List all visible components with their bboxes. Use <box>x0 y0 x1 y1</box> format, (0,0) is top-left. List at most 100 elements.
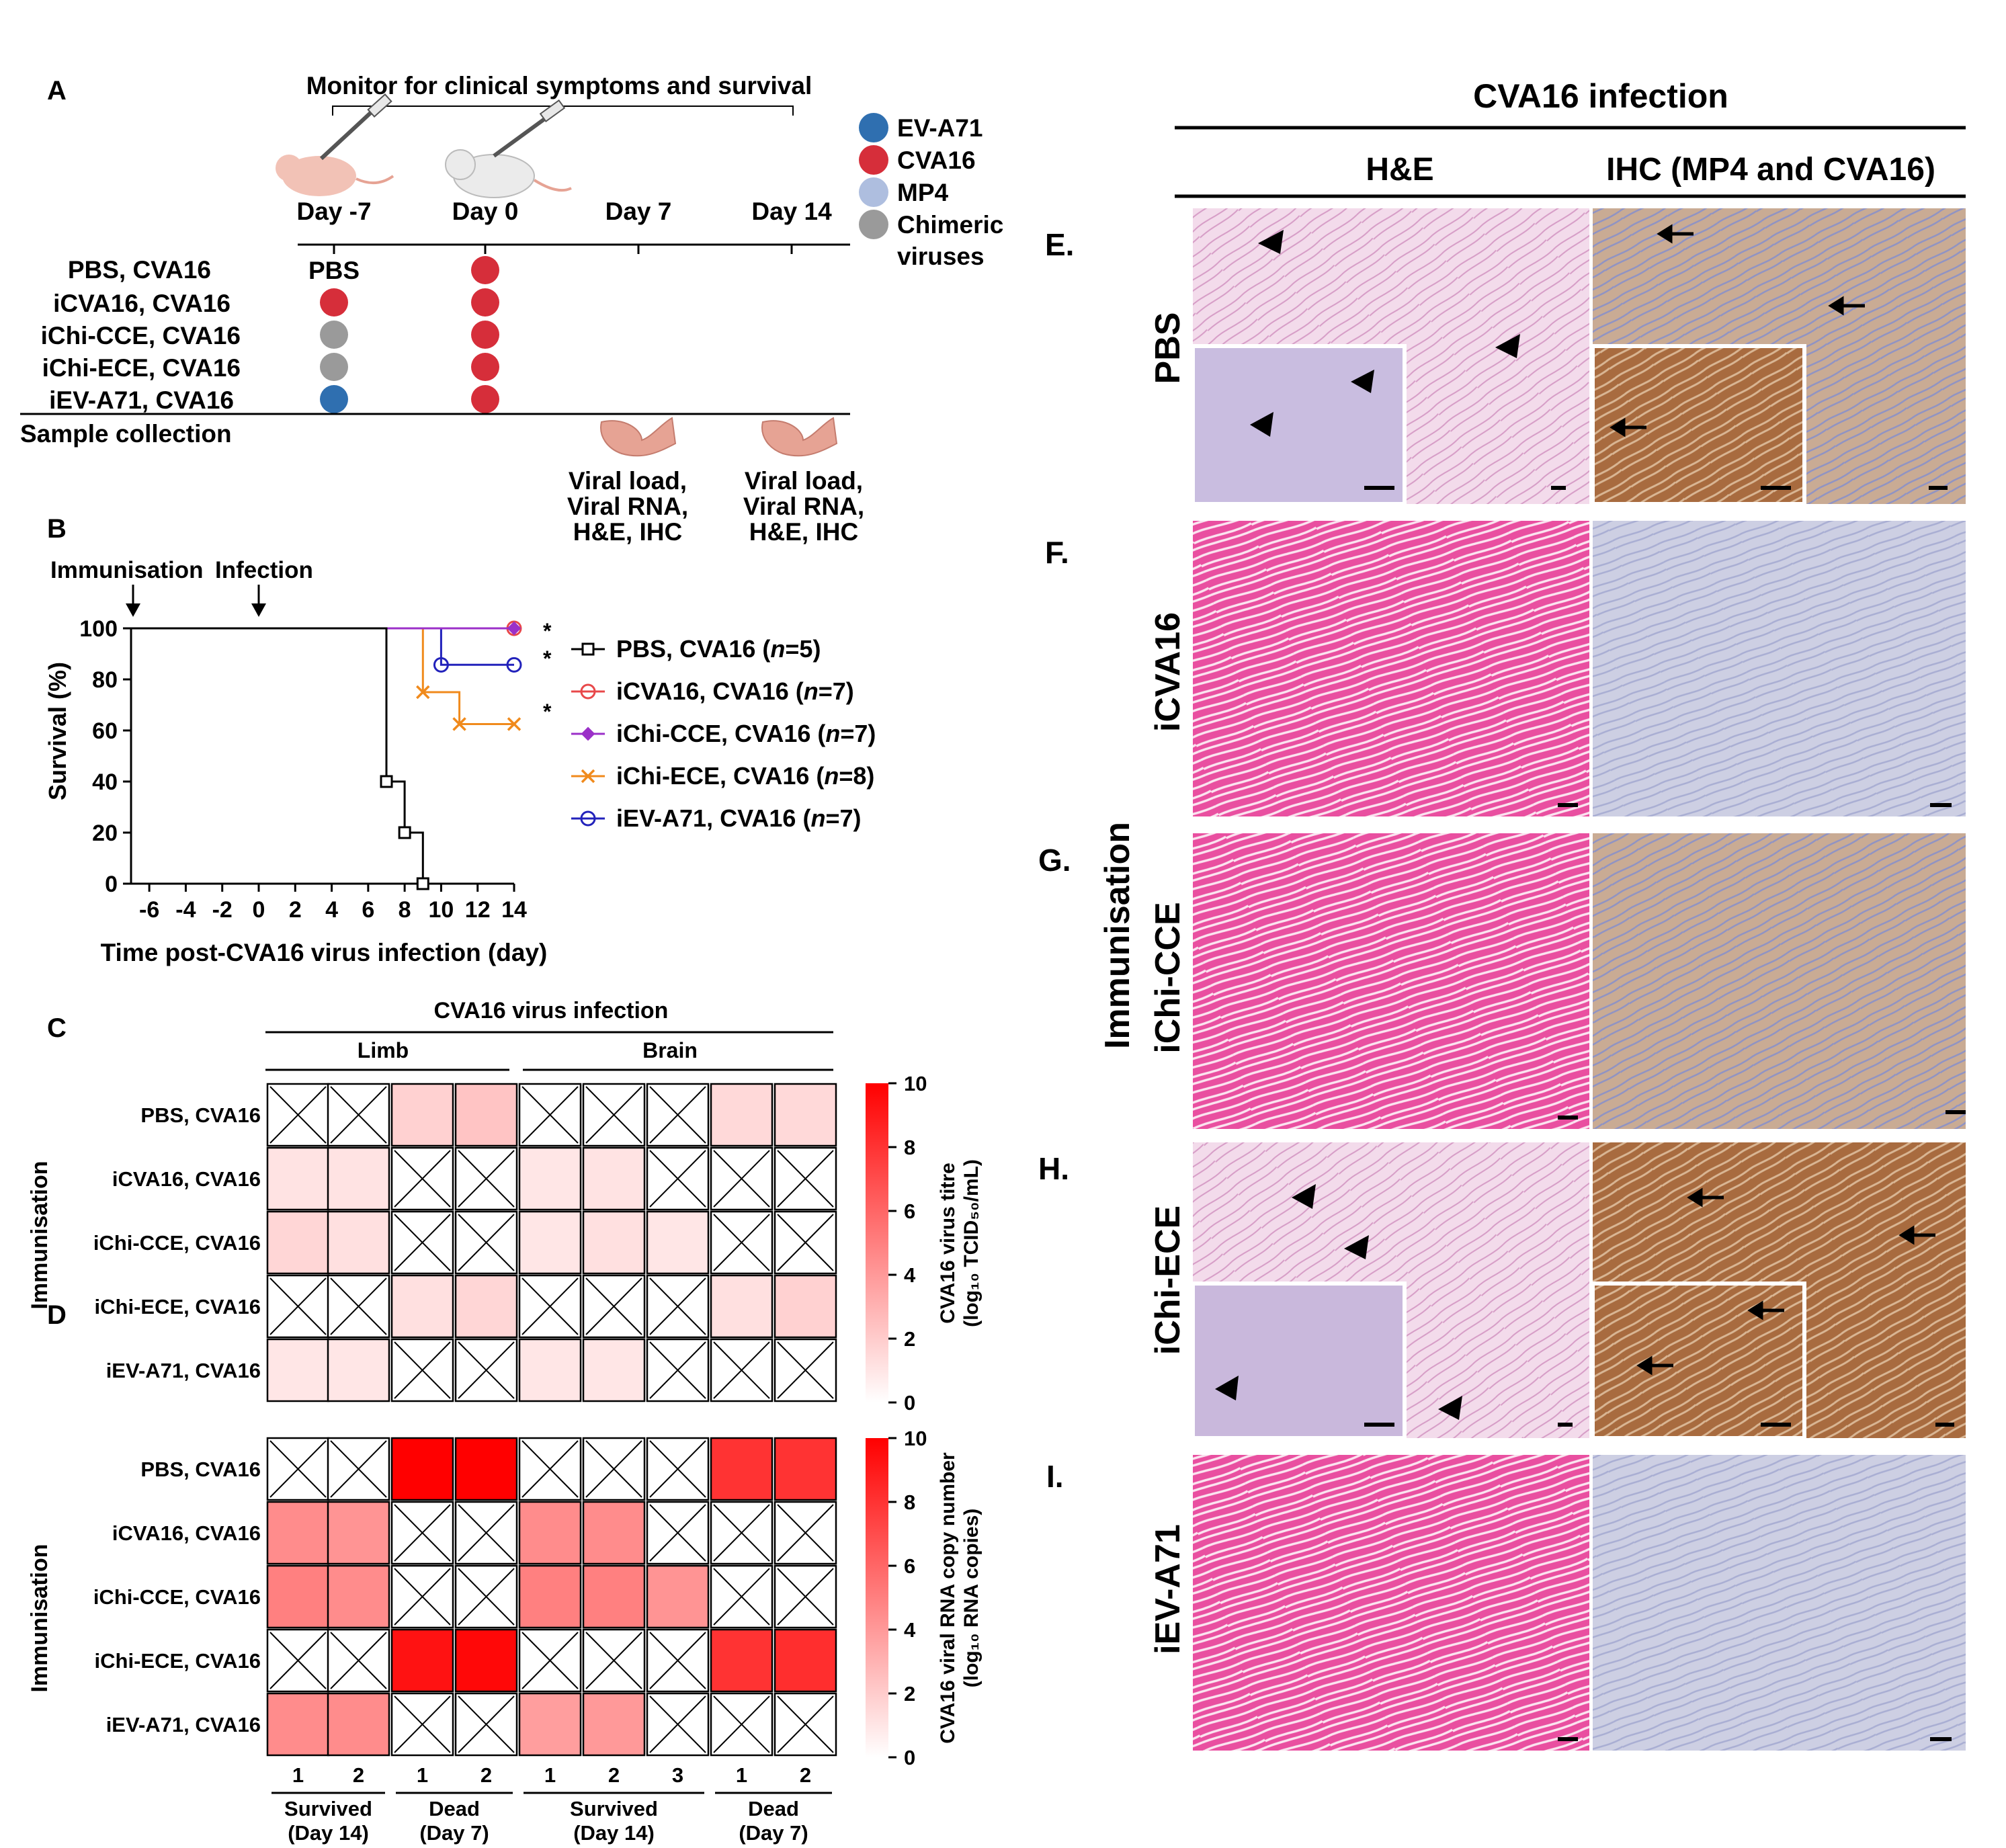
collection-note: Viral load, <box>569 467 687 495</box>
micrograph-ihc-icva16 <box>1593 521 1966 816</box>
micrograph-ihc-ichi-cce <box>1593 833 1966 1129</box>
tissue-label-limb: Limb <box>358 1038 409 1062</box>
micrograph-he-iev-a71 <box>1193 1455 1589 1751</box>
legend-marker <box>580 683 596 700</box>
colorbar-tick-label: 6 <box>904 1200 915 1223</box>
micrograph-ihc-iev-a71 <box>1593 1455 1966 1751</box>
heatmap-cell <box>327 1338 390 1402</box>
heatmap-d: PBS, CVA16 iCVA16, CVA16 iChi-CCE, CVA16 iC… <box>93 1437 837 1757</box>
scale-bar <box>1364 1423 1394 1427</box>
row-letter: F. <box>1045 535 1069 570</box>
arrowhead-marker <box>1250 412 1273 437</box>
heatmap-cell <box>266 1146 330 1211</box>
arrow-marker <box>1636 1355 1673 1376</box>
scale-bar <box>1558 1116 1578 1120</box>
heatmap-cross <box>458 1504 515 1562</box>
immunisation-dot-chimeric <box>320 321 348 349</box>
heatmap-column-label: 1 <box>417 1763 428 1787</box>
immunisation-dot-cva16 <box>320 288 348 317</box>
heatmap-cell <box>390 1083 454 1147</box>
heatmap-cross <box>713 1214 770 1271</box>
heatmap-cell <box>327 1210 390 1275</box>
heatmap-cell <box>774 1628 837 1693</box>
arrow-down-icon <box>126 585 140 617</box>
colorbar-tick-label: 6 <box>904 1554 915 1578</box>
heatmap-cross <box>777 1504 834 1562</box>
panel-a: A Monitor for clinical symptoms and surv… <box>20 72 1003 546</box>
scale-bar <box>1929 486 1948 490</box>
heatmap-cross <box>394 1341 451 1399</box>
pbs-label: PBS <box>308 257 360 284</box>
arrowhead-marker <box>1258 230 1284 254</box>
legend-swatch-chimeric <box>859 210 888 239</box>
scale-bar <box>1761 486 1791 490</box>
heatmap-cell <box>454 1083 518 1147</box>
heatmap-cell <box>454 1628 518 1693</box>
legend-label: viruses <box>897 243 985 270</box>
group-label: iChi-ECE, CVA16 <box>42 354 241 382</box>
limb-icon <box>600 417 677 457</box>
survival-legend-label: PBS, CVA16 (n=5) <box>616 635 821 663</box>
x-tick-label: 12 <box>465 897 491 923</box>
infection-dot-cva16 <box>471 353 499 381</box>
heatmap-c: PBS, CVA16 iCVA16, CVA16 iChi-CCE, CVA16 iC… <box>93 1083 837 1402</box>
colorbar-d: CVA16 viral RNA copy number (log₁₀ RNA c… <box>866 1438 983 1757</box>
scale-bar <box>1364 486 1394 490</box>
heatmap-cross <box>394 1214 451 1271</box>
row-letter: G. <box>1038 843 1071 878</box>
colorbar-tick-label: 0 <box>904 1746 915 1769</box>
arrowhead-marker <box>1438 1396 1462 1420</box>
heatmap-cross <box>458 1568 515 1626</box>
panel-a-letter: A <box>47 76 67 106</box>
day-label-14: Day 14 <box>751 198 832 225</box>
collection-note: Viral RNA, <box>567 493 688 520</box>
arrowhead-marker <box>1495 334 1520 358</box>
colorbar-tick-label: 2 <box>904 1682 915 1706</box>
tissue-label-brain: Brain <box>642 1038 698 1062</box>
heatmap-cell <box>518 1146 582 1211</box>
legend-marker <box>581 726 595 741</box>
significance-star: * <box>543 700 552 724</box>
histology-title: CVA16 infection <box>1473 77 1728 115</box>
heatmap-cell <box>710 1083 774 1147</box>
heatmap-cross <box>521 1632 579 1689</box>
heatmap-cell <box>582 1338 646 1402</box>
side-label-immunisation: Immunisation <box>1098 822 1137 1049</box>
arrow-down-icon <box>251 585 266 617</box>
significance-star: * <box>543 619 552 643</box>
heatmap-row-label: iEV-A71, CVA16 <box>106 1359 261 1382</box>
heatmap-cross <box>521 1440 579 1498</box>
heatmap-cross <box>649 1504 706 1562</box>
column-group-label: Dead <box>748 1797 799 1820</box>
y-tick-label: 100 <box>79 616 118 642</box>
heatmap-cross <box>649 1341 706 1399</box>
row-letter: H. <box>1038 1151 1069 1186</box>
legend-marker <box>580 810 596 827</box>
panel-d-letter: D <box>47 1300 67 1330</box>
micrograph-he-icva16 <box>1193 521 1589 816</box>
colorbar-d-title: (log₁₀ RNA copies) <box>960 1509 983 1687</box>
heatmap-cross <box>585 1440 642 1498</box>
scale-bar <box>1935 1423 1954 1427</box>
heatmap-cell <box>454 1437 518 1501</box>
heatmap-row-label: iEV-A71, CVA16 <box>106 1713 261 1736</box>
heatmap-cross <box>649 1086 706 1144</box>
colorbar-d-title: CVA16 viral RNA copy number <box>937 1452 959 1744</box>
heatmap-cross <box>394 1568 451 1626</box>
heatmap-row-label: iCVA16, CVA16 <box>112 1521 261 1545</box>
arrowhead-marker <box>1292 1184 1316 1209</box>
heatmap-cross <box>649 1440 706 1498</box>
heatmap-cell <box>390 1274 454 1339</box>
survival-marker-pbs-cva16 <box>398 826 411 839</box>
heatmap-cross <box>269 1632 327 1689</box>
legend-label: EV-A71 <box>897 114 983 142</box>
y-tick-label: 0 <box>105 872 118 897</box>
heatmap-row-label: iChi-ECE, CVA16 <box>95 1295 261 1318</box>
survival-legend-label: iChi-CCE, CVA16 (n=7) <box>616 720 876 747</box>
heatmap-cross <box>585 1632 642 1689</box>
infection-dot-cva16 <box>471 321 499 349</box>
y-tick-label: 80 <box>92 667 118 693</box>
heatmap-cell <box>266 1564 330 1629</box>
